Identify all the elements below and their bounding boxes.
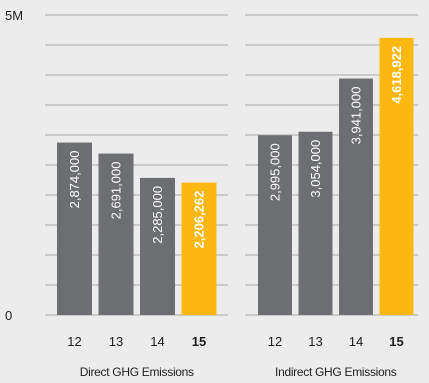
data-label-1-15: 2,206,262 <box>192 191 207 249</box>
x-tick-label-2-13: 13 <box>308 334 322 349</box>
bar-1-14 <box>140 177 175 315</box>
x-tick-label-1-15: 15 <box>192 334 206 349</box>
bar-1-15 <box>181 182 217 315</box>
x-tick-label-2-15: 15 <box>389 334 403 349</box>
y-tick-label-0: 5M <box>5 8 23 23</box>
bar-2-13 <box>298 131 333 315</box>
bar-1-13 <box>98 153 134 315</box>
data-label-2-12: 2,995,000 <box>268 143 283 201</box>
bar-2-12 <box>258 135 292 315</box>
bar-2-14 <box>339 78 373 315</box>
x-tick-label-2-12: 12 <box>268 334 282 349</box>
data-label-1-13: 2,691,000 <box>109 162 124 220</box>
x-tick-label-1-12: 12 <box>67 334 81 349</box>
bar-2-15 <box>379 37 414 315</box>
x-tick-label-2-14: 14 <box>349 334 363 349</box>
group-label-1: Direct GHG Emissions <box>80 365 194 379</box>
x-tick-label-1-14: 14 <box>150 334 164 349</box>
group-label-2: Indirect GHG Emissions <box>275 365 397 379</box>
x-tick-label-1-13: 13 <box>109 334 123 349</box>
data-label-2-13: 3,054,000 <box>308 140 323 198</box>
data-label-1-12: 2,874,000 <box>67 151 82 209</box>
y-tick-label-1: 0 <box>5 308 12 323</box>
data-label-2-14: 3,941,000 <box>349 87 364 145</box>
bar-1-12 <box>57 142 92 315</box>
data-label-1-14: 2,285,000 <box>150 186 165 244</box>
data-label-2-15: 4,618,922 <box>389 46 404 104</box>
